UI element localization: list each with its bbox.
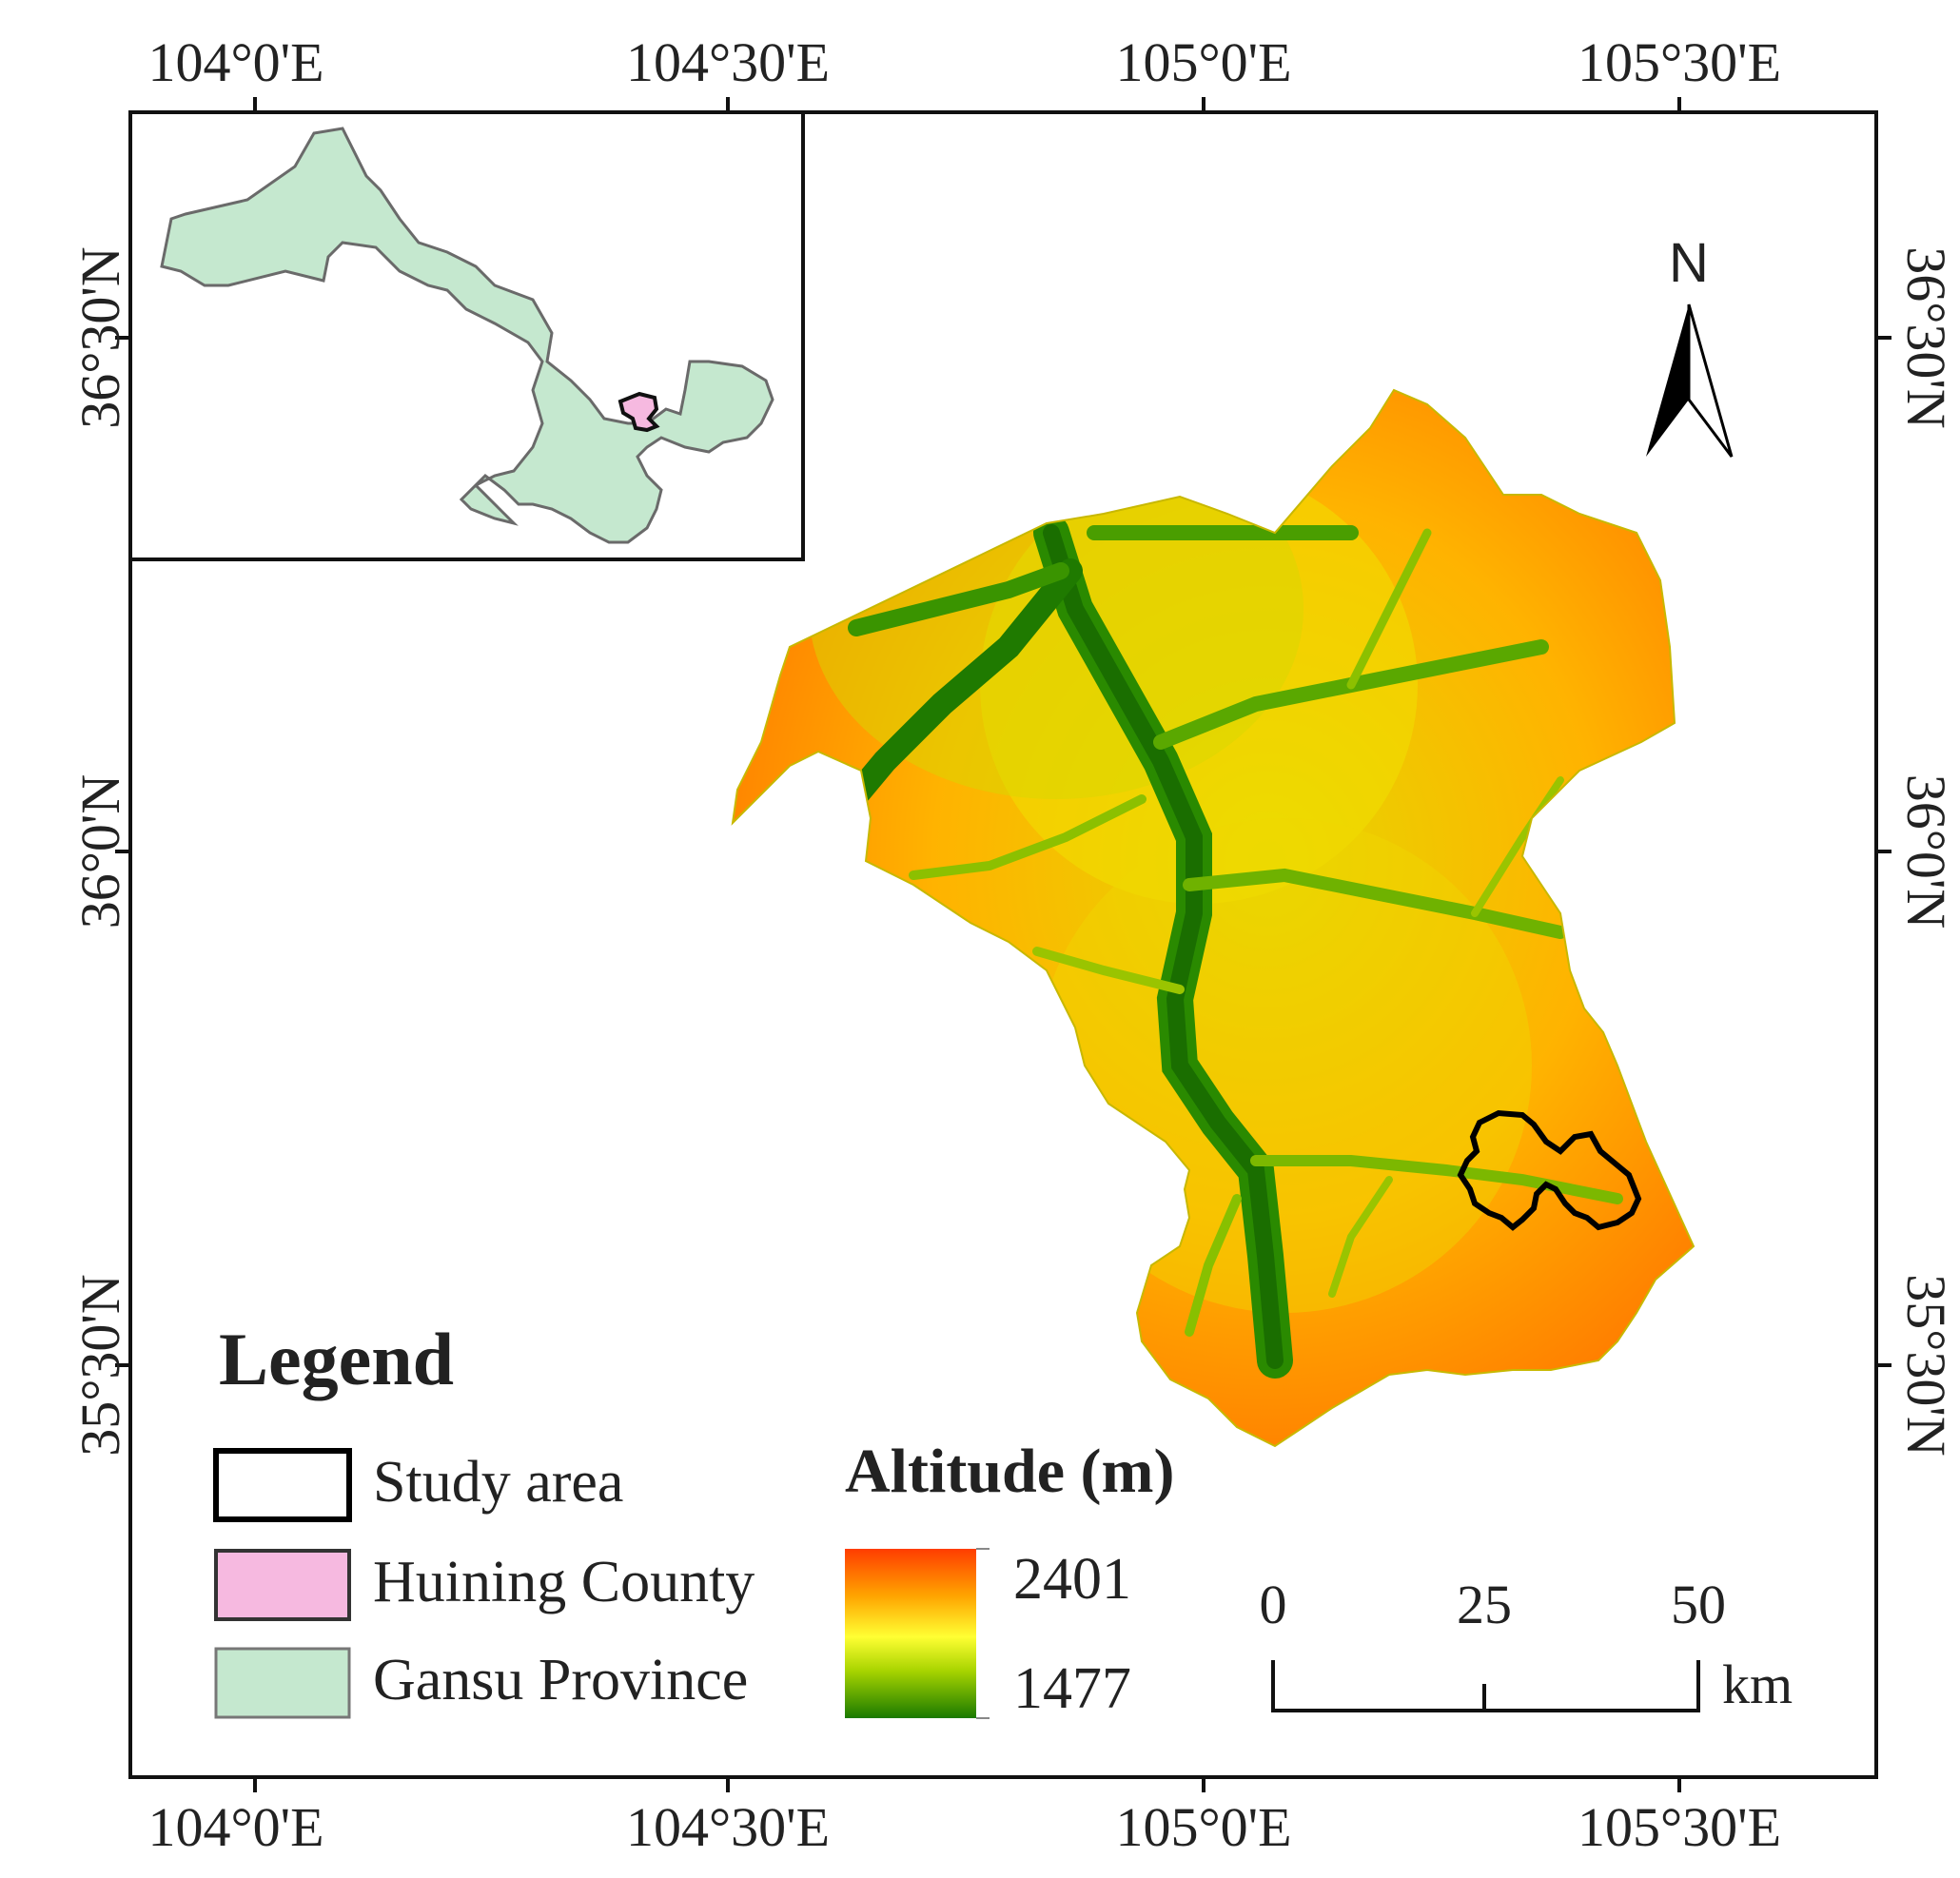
- top-longitude-labels: 104°0'E 104°30'E 105°0'E 105°30'E: [147, 31, 1781, 93]
- scale-label-50: 50: [1671, 1574, 1726, 1635]
- lon-label: 104°30'E: [626, 1796, 830, 1858]
- legend-title: Legend: [219, 1318, 454, 1400]
- lon-label: 105°30'E: [1578, 1796, 1781, 1858]
- lon-label: 105°30'E: [1578, 31, 1781, 93]
- lon-label: 104°30'E: [626, 31, 830, 93]
- lat-label: 36°30'N: [1895, 246, 1957, 429]
- lat-label: 35°30'N: [69, 1274, 131, 1457]
- lon-label: 105°0'E: [1115, 1796, 1291, 1858]
- scale-label-25: 25: [1457, 1574, 1512, 1635]
- legend-label-gansu-province: Gansu Province: [373, 1648, 748, 1712]
- legend: Legend Study area Huining County Gansu P…: [213, 1318, 755, 1719]
- scale-label-0: 0: [1260, 1574, 1287, 1635]
- dem-region-outline: [731, 388, 1695, 1448]
- altitude-title: Altitude (m): [845, 1437, 1174, 1506]
- left-latitude-labels: 36°30'N 36°0'N 35°30'N: [69, 246, 131, 1457]
- altitude-min-label: 1477: [1013, 1656, 1131, 1721]
- lat-label: 36°30'N: [69, 246, 131, 429]
- north-arrow-dark-half: [1646, 304, 1689, 457]
- huining-county-shape: [617, 391, 660, 433]
- scale-unit: km: [1722, 1653, 1793, 1715]
- scale-bar-line: [1271, 1660, 1700, 1712]
- legend-swatch-study-area: [213, 1448, 352, 1522]
- lat-label: 35°30'N: [1895, 1274, 1957, 1457]
- lon-label: 105°0'E: [1115, 31, 1291, 93]
- study-area-outline: [1457, 1109, 1642, 1231]
- legend-label-huining-county: Huining County: [373, 1550, 755, 1614]
- north-arrow-label: N: [1669, 232, 1709, 294]
- inset-map: [128, 110, 805, 561]
- bottom-longitude-labels: 104°0'E 104°30'E 105°0'E 105°30'E: [147, 1796, 1781, 1858]
- altitude-legend: Altitude (m) 2401 1477: [845, 1437, 1174, 1721]
- north-arrow-light-half: [1687, 303, 1734, 458]
- scale-bar: 0 25 50 km: [1260, 1574, 1793, 1715]
- lon-label: 104°0'E: [147, 31, 323, 93]
- lat-label: 36°0'N: [69, 774, 131, 929]
- legend-swatch-huining-county: [214, 1549, 351, 1621]
- frame-ticks: [115, 97, 1891, 1792]
- lat-label: 36°0'N: [1895, 774, 1957, 929]
- right-latitude-labels: 36°30'N 36°0'N 35°30'N: [1895, 246, 1957, 1457]
- inset-frame: [128, 110, 805, 561]
- legend-label-study-area: Study area: [373, 1450, 623, 1515]
- altitude-max-label: 2401: [1013, 1547, 1131, 1612]
- altitude-color-ramp: [845, 1549, 976, 1718]
- north-arrow: N: [1646, 232, 1734, 458]
- legend-swatch-gansu-province: [214, 1647, 351, 1719]
- lon-label: 104°0'E: [147, 1796, 323, 1858]
- gansu-province-shape: [160, 127, 774, 544]
